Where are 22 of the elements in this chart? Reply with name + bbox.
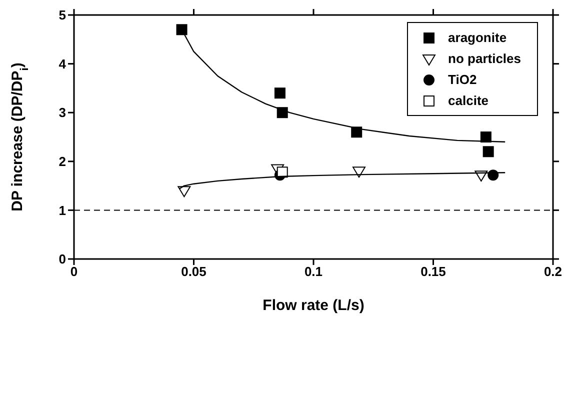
- x-tick-label: 0.2: [544, 264, 562, 280]
- y-tick-label: 4: [58, 56, 67, 72]
- y-tick-label: 0: [58, 252, 66, 267]
- point: [176, 24, 188, 36]
- y-tick-label: 5: [58, 8, 66, 23]
- x-axis-title: Flow rate (L/s): [262, 297, 364, 314]
- x-tick-label: 0: [70, 264, 78, 280]
- legend-label: TiO2: [448, 72, 477, 87]
- legend-label: calcite: [448, 93, 489, 108]
- point: [274, 88, 286, 99]
- legend-label: no particles: [448, 51, 521, 66]
- point: [351, 126, 362, 138]
- point: [178, 186, 191, 198]
- point: [482, 146, 494, 158]
- y-tick-label: 2: [58, 154, 66, 170]
- y-tick-label: 1: [58, 202, 66, 218]
- y-tick-label: 3: [58, 105, 66, 120]
- x-tick-label: 0.15: [420, 264, 446, 280]
- legend-label: aragonite: [448, 30, 507, 45]
- x-tick-label: 0.05: [181, 264, 206, 280]
- x-tick-label: 0.1: [304, 264, 323, 280]
- point: [352, 166, 366, 178]
